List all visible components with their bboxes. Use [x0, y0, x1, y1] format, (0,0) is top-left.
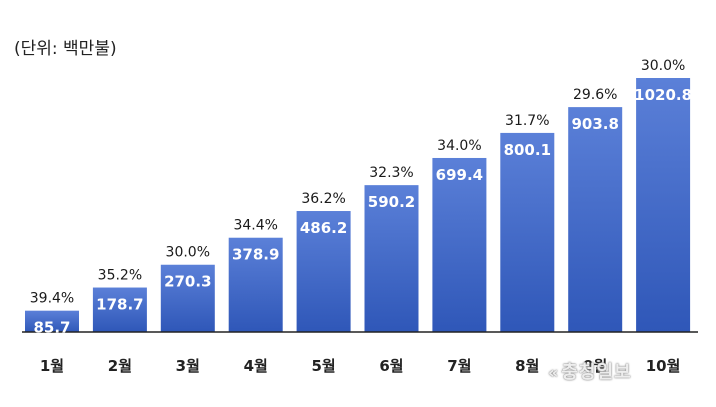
percent-annotation: 39.4%: [30, 291, 74, 307]
x-tick-label: 3월: [176, 357, 200, 375]
watermark-text: 충청일보: [561, 362, 632, 383]
x-tick-label: 1월: [40, 357, 64, 375]
percent-annotation: 32.3%: [369, 165, 413, 181]
x-tick-label: 9월: [583, 357, 607, 375]
bar: [500, 132, 555, 332]
bar: [296, 211, 351, 332]
bar-value-label: 800.1: [504, 141, 551, 159]
percent-annotation: 30.0%: [641, 58, 685, 74]
labels-group: 85.7 39.4% 1월 178.7 35.2% 2월 270.3 30.0% 3월 378.9…: [30, 58, 692, 375]
x-tick-label: 4월: [244, 357, 268, 375]
x-tick-label: 2월: [108, 357, 132, 375]
bar-value-label: 1020.8: [634, 86, 692, 104]
bar-value-label: 378.9: [232, 246, 279, 264]
bar-value-label: 590.2: [368, 193, 415, 211]
percent-annotation: 29.6%: [573, 87, 617, 103]
bar-value-label: 85.7: [33, 319, 70, 337]
percent-annotation: 30.0%: [166, 245, 210, 261]
bar: [636, 78, 691, 332]
bar-value-label: 486.2: [300, 219, 347, 237]
bar-value-label: 699.4: [436, 166, 483, 184]
bar-value-label: 270.3: [164, 273, 211, 291]
bar: [25, 310, 79, 332]
percent-annotation: 31.7%: [505, 113, 549, 129]
bars-group: [25, 78, 691, 332]
unit-label: (단위: 백만불): [14, 39, 117, 59]
x-tick-label: 6월: [379, 357, 403, 375]
bar: [160, 264, 215, 332]
percent-annotation: 36.2%: [301, 191, 345, 207]
bar-value-label: 178.7: [96, 296, 143, 314]
x-tick-label: 10월: [646, 357, 681, 375]
x-tick-label: 5월: [311, 357, 335, 375]
bar-value-label: 903.8: [571, 115, 618, 133]
bar: [432, 157, 487, 332]
watermark: «충청일보: [548, 358, 632, 384]
bar: [364, 185, 419, 332]
bar: [92, 287, 147, 332]
bar: [228, 237, 283, 332]
x-tick-label: 7월: [447, 357, 471, 375]
x-tick-label: 8월: [515, 357, 539, 375]
percent-annotation: 34.4%: [233, 218, 277, 234]
percent-annotation: 34.0%: [437, 138, 481, 154]
percent-annotation: 35.2%: [98, 268, 142, 284]
bar: [568, 107, 623, 332]
double-chevron-logo-icon: «: [548, 363, 560, 382]
